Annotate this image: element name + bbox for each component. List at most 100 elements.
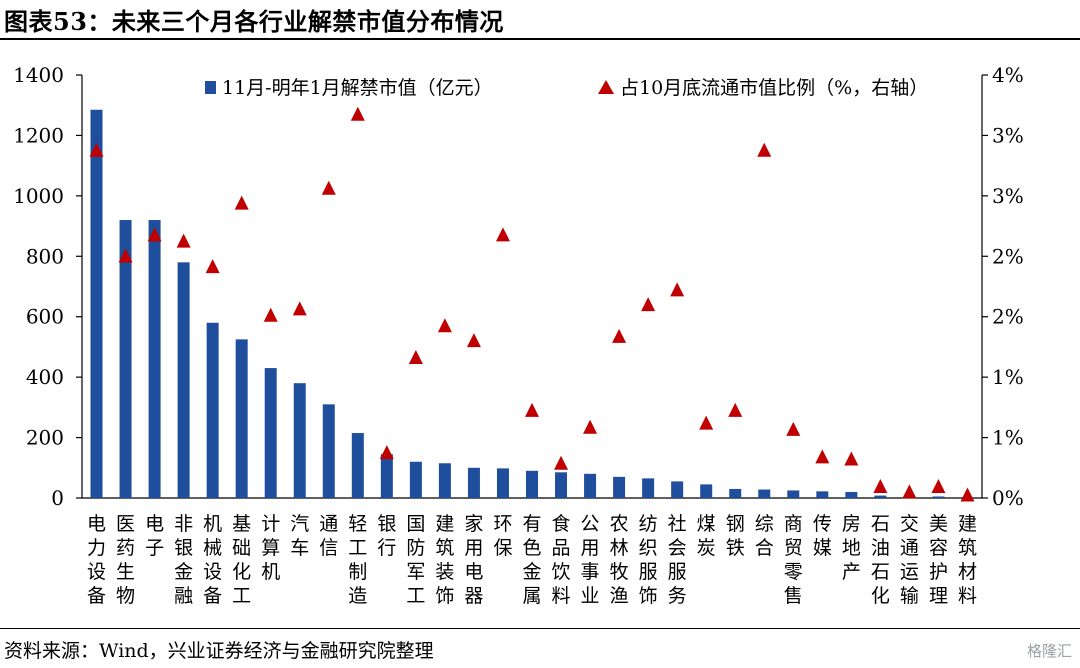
y-tick-label-left: 1200 [13, 123, 64, 147]
legend: 11月-明年1月解禁市值（亿元） 占10月底流通市值比例（%，右轴） [205, 77, 928, 99]
y-tick-label-right: 0% [992, 486, 1024, 510]
legend-label-bar: 11月-明年1月解禁市值（亿元） [222, 77, 493, 99]
ratio-marker [931, 479, 946, 494]
x-tick-label: 交通运输 [900, 513, 919, 607]
y-tick-label-left: 0 [51, 486, 64, 510]
bar [526, 470, 538, 498]
bar [642, 478, 655, 498]
bar [264, 368, 277, 498]
y-tick-label-right: 4% [992, 63, 1024, 87]
x-tick-label: 建筑装饰 [435, 513, 454, 607]
bar-series [90, 109, 974, 498]
y-tick-label-left: 800 [26, 244, 64, 268]
ratio-marker [902, 484, 917, 499]
x-tick-label: 非银金融 [174, 513, 193, 607]
x-tick-label: 商贸零售 [784, 513, 803, 607]
bar [409, 461, 422, 498]
x-tick-label: 基础化工 [232, 513, 251, 607]
bar [584, 473, 597, 498]
bar [787, 490, 800, 498]
x-tick-label: 煤炭 [697, 513, 716, 559]
ratio-marker [757, 142, 772, 157]
ratio-marker [321, 180, 336, 195]
x-tick-label: 社会服务 [668, 513, 687, 607]
bar [119, 220, 132, 498]
ratio-marker [786, 421, 801, 436]
y-tick-label-left: 1400 [13, 63, 64, 87]
y-tick-label-left: 200 [26, 426, 64, 450]
x-tick-label: 食品饮料 [552, 513, 571, 607]
source-note: 资料来源：Wind，兴业证券经济与金融研究院整理 [4, 640, 434, 662]
ratio-marker [118, 248, 133, 263]
ratio-marker [960, 487, 975, 502]
ratio-marker [408, 350, 423, 365]
bar [380, 454, 393, 498]
ratio-marker [728, 402, 743, 417]
x-tick-label: 电力设备 [87, 513, 106, 607]
watermark: 格隆汇 [1026, 642, 1072, 660]
bar [845, 491, 858, 498]
ratio-marker [205, 259, 220, 274]
x-tick-label: 钢铁 [726, 513, 745, 559]
y-tick-label-right: 1% [992, 426, 1024, 450]
bar [613, 476, 626, 498]
title-rule [0, 38, 1080, 40]
x-tick-label: 传媒 [813, 513, 832, 559]
y-tick-label-left: 600 [26, 305, 64, 329]
ratio-marker [670, 282, 685, 297]
ratio-marker [699, 415, 714, 430]
x-tick-label: 综合 [755, 513, 774, 559]
x-tick-label: 家用电器 [464, 513, 483, 607]
chart-title: 图表53：未来三个月各行业解禁市值分布情况 [4, 7, 504, 36]
bar [700, 484, 713, 498]
x-tick-labels: 电力设备医药生物电子非银金融机械设备基础化工计算机汽车通信轻工制造银行国防军工建… [87, 513, 977, 607]
ratio-marker [873, 479, 888, 494]
ratio-series [89, 106, 975, 502]
x-tick-label: 国防军工 [406, 513, 425, 607]
y-tick-label-left: 1000 [13, 184, 64, 208]
y-tick-label-left: 400 [26, 365, 64, 389]
bar [148, 220, 161, 498]
ratio-marker [176, 233, 191, 248]
legend-swatch-bar [205, 81, 216, 94]
bar [932, 496, 945, 498]
x-tick-label: 建筑材料 [958, 513, 977, 607]
legend-label-ratio: 占10月底流通市值比例（%，右轴） [620, 77, 928, 99]
ratio-marker [612, 328, 627, 343]
ratio-marker [437, 318, 452, 333]
x-tick-label: 石油石化 [871, 513, 890, 607]
x-tick-label: 公用事业 [581, 513, 600, 607]
bar [351, 433, 364, 498]
chart: 0 200 400 600 800 1000 1200 1400 0% 1% 1% 2% 2% 3% 3% 4… [13, 63, 1024, 607]
ratio-marker [554, 455, 569, 470]
x-tick-label: 美容护理 [929, 513, 948, 607]
x-tick-label: 轻工制造 [348, 513, 367, 607]
chart-axes: 0 200 400 600 800 1000 1200 1400 0% 1% 1% 2% 2% 3% 3% 4… [13, 63, 1024, 510]
ratio-marker [495, 227, 510, 242]
y-tick-label-right: 1% [992, 365, 1024, 389]
bar [438, 463, 451, 498]
x-tick-label: 纺织服饰 [639, 513, 658, 607]
x-tick-label: 机械设备 [203, 513, 222, 607]
ratio-marker [350, 106, 365, 121]
bar [555, 472, 568, 498]
y-tick-label-right: 2% [992, 244, 1024, 268]
bar [467, 467, 480, 498]
bar [729, 488, 742, 498]
ratio-marker [147, 227, 162, 242]
x-tick-label: 有色金属 [522, 513, 541, 607]
bar [293, 383, 306, 498]
bar [816, 491, 829, 498]
bar [206, 322, 219, 498]
x-tick-label: 汽车 [290, 513, 309, 559]
bar [322, 404, 335, 498]
x-tick-label: 银行 [377, 513, 396, 559]
bar [177, 262, 190, 498]
ratio-marker [815, 449, 830, 464]
bar [90, 109, 103, 498]
ratio-marker [263, 307, 278, 322]
legend-swatch-ratio [598, 80, 614, 94]
bar [671, 481, 684, 498]
ratio-marker [466, 333, 481, 348]
ratio-marker [844, 451, 859, 466]
